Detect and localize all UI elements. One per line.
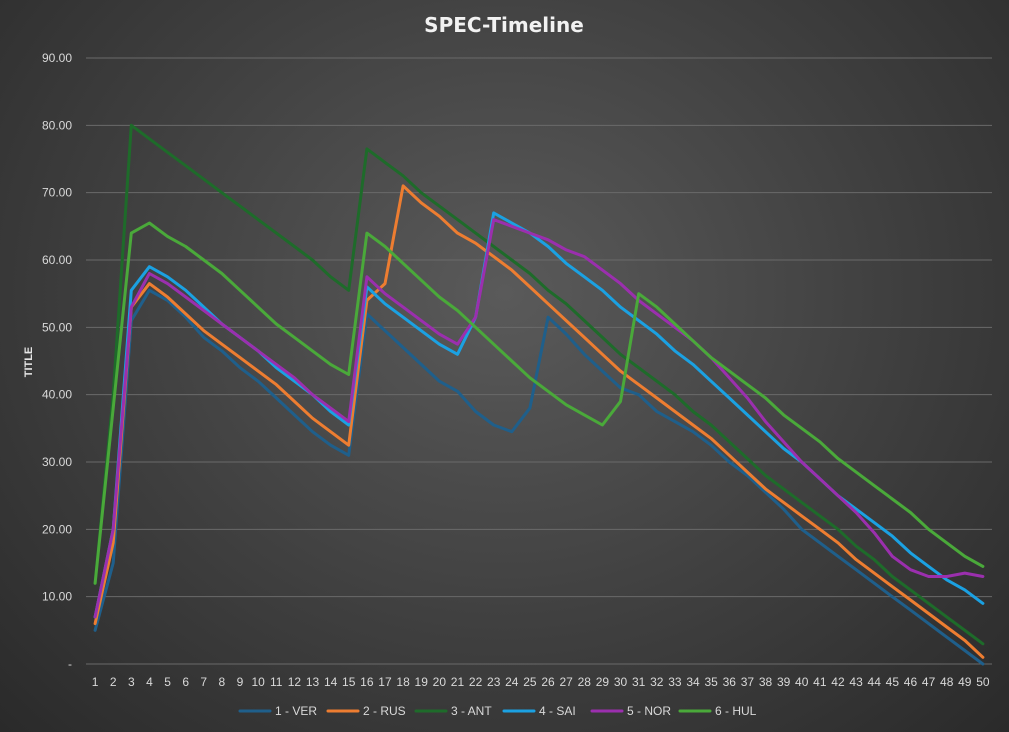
x-tick-label: 39: [777, 675, 791, 689]
series-line: [93, 221, 985, 585]
x-tick-label: 14: [324, 675, 338, 689]
x-tick-label: 1: [92, 675, 99, 689]
x-tick-label: 48: [940, 675, 954, 689]
x-tick-label: 32: [650, 675, 664, 689]
x-tick-label: 8: [219, 675, 226, 689]
y-tick-label: 70.00: [42, 186, 72, 200]
x-tick-label: 26: [541, 675, 555, 689]
x-tick-label: 10: [251, 675, 265, 689]
x-tick-label: 25: [523, 675, 537, 689]
legend: 1 - VER 2 - RUS 3 - ANT 4 - SAI 5 - NOR 6 - H…: [238, 704, 757, 718]
x-tick-label: 36: [723, 675, 737, 689]
x-tick-label: 30: [614, 675, 628, 689]
x-tick-label: 40: [795, 675, 809, 689]
legend-label: 3 - ANT: [451, 704, 492, 718]
series-line: [93, 211, 985, 619]
x-tick-label: 13: [306, 675, 320, 689]
x-tick-label: 11: [270, 675, 283, 689]
y-tick-label: 20.00: [42, 522, 72, 536]
x-tick-label: 4: [146, 675, 153, 689]
legend-label: 1 - VER: [275, 704, 317, 718]
x-tick-label: 7: [200, 675, 207, 689]
y-tick-label: 40.00: [42, 388, 72, 402]
x-tick-label: 18: [396, 675, 410, 689]
x-tick-label: 49: [958, 675, 972, 689]
x-tick-label: 22: [469, 675, 483, 689]
y-tick-label: 60.00: [42, 253, 72, 267]
x-tick-label: 27: [560, 675, 574, 689]
x-tick-label: 2: [110, 675, 117, 689]
x-tick-label: 33: [668, 675, 682, 689]
x-tick-label: 24: [505, 675, 519, 689]
series-lines: [93, 123, 985, 666]
x-tick-labels: 1 2 3 4 5 6 7 8 9 10 11 12 13 14 15 16 17 18 19 20 21 22 23 24 2…: [92, 675, 990, 689]
x-tick-label: 9: [237, 675, 244, 689]
chart-title: SPEC-Timeline: [424, 13, 584, 37]
x-tick-label: 46: [904, 675, 918, 689]
x-tick-label: 45: [886, 675, 900, 689]
x-tick-label: 19: [415, 675, 429, 689]
x-tick-label: 28: [578, 675, 592, 689]
legend-label: 6 - HUL: [715, 704, 757, 718]
y-tick-label: 10.00: [42, 590, 72, 604]
y-tick-label: -: [68, 657, 72, 671]
x-tick-label: 34: [686, 675, 700, 689]
x-tick-label: 21: [451, 675, 465, 689]
y-tick-labels: - 10.00 20.00 30.00 40.00 50.00 60.00 70.00 80.0…: [42, 51, 72, 671]
y-axis-label: TITLE: [23, 347, 35, 378]
x-tick-label: 50: [976, 675, 990, 689]
y-tick-label: 30.00: [42, 455, 72, 469]
x-tick-label: 47: [922, 675, 936, 689]
x-tick-label: 20: [433, 675, 447, 689]
x-tick-label: 38: [759, 675, 773, 689]
legend-label: 5 - NOR: [627, 704, 671, 718]
x-tick-label: 15: [342, 675, 356, 689]
x-tick-label: 37: [741, 675, 755, 689]
x-tick-label: 44: [868, 675, 882, 689]
x-tick-label: 5: [164, 675, 171, 689]
x-tick-label: 17: [378, 675, 392, 689]
x-tick-label: 12: [288, 675, 302, 689]
x-tick-label: 29: [596, 675, 610, 689]
legend-label: 2 - RUS: [363, 704, 406, 718]
gridlines: [86, 57, 992, 665]
x-tick-label: 3: [128, 675, 135, 689]
legend-label: 4 - SAI: [539, 704, 576, 718]
series-line: [93, 123, 985, 646]
x-tick-label: 23: [487, 675, 501, 689]
x-tick-label: 6: [182, 675, 189, 689]
x-tick-label: 41: [813, 675, 827, 689]
series-line: [93, 218, 985, 619]
x-tick-label: 43: [849, 675, 863, 689]
y-tick-label: 50.00: [42, 320, 72, 334]
x-tick-label: 35: [704, 675, 718, 689]
y-tick-label: 90.00: [42, 51, 72, 65]
y-tick-label: 80.00: [42, 118, 72, 132]
x-tick-label: 31: [632, 675, 646, 689]
x-tick-label: 42: [831, 675, 845, 689]
series-line: [93, 184, 985, 659]
x-tick-label: 16: [360, 675, 374, 689]
series-line: [93, 288, 985, 666]
